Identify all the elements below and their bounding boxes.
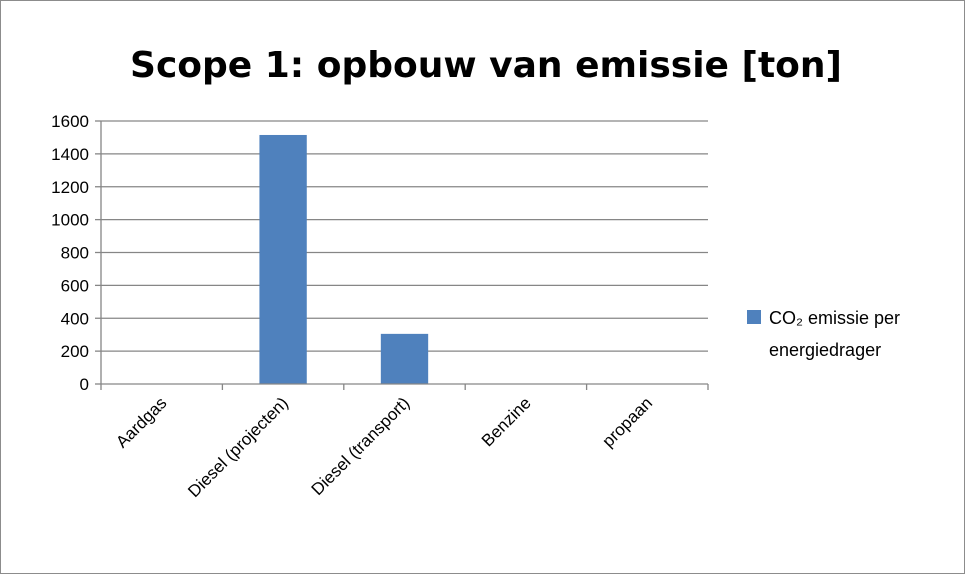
y-tick-label: 800 xyxy=(61,244,89,263)
y-tick-label: 1000 xyxy=(51,211,89,230)
legend-label-line2: energiedrager xyxy=(769,340,881,360)
y-tick-label: 0 xyxy=(80,375,89,394)
bar xyxy=(380,333,429,384)
y-tick-label: 600 xyxy=(61,276,89,295)
x-tick-label: Diesel (transport) xyxy=(308,393,414,499)
x-tick-label: propaan xyxy=(599,393,657,451)
y-tick-label: 1200 xyxy=(51,178,89,197)
legend-label-line1: CO₂ emissie per xyxy=(769,308,900,328)
y-tick-label: 1600 xyxy=(51,112,89,131)
axes xyxy=(100,121,709,390)
y-tick-label: 1400 xyxy=(51,145,89,164)
chart-title: Scope 1: opbouw van emissie [ton] xyxy=(130,45,842,86)
gridlines xyxy=(101,120,708,352)
y-axis-ticks: 0 200 400 600 800 1000 1200 1400 1600 xyxy=(51,112,101,394)
y-tick-label: 200 xyxy=(61,342,89,361)
bar xyxy=(259,134,307,384)
y-tick-label: 400 xyxy=(61,309,89,328)
x-axis-labels: Aardgas Diesel (projecten) Diesel (transpo… xyxy=(112,393,656,501)
legend: CO₂ emissie per energiedrager xyxy=(747,308,900,360)
x-tick-label: Aardgas xyxy=(112,393,170,451)
x-tick-label: Diesel (projecten) xyxy=(184,393,292,501)
legend-swatch xyxy=(747,310,761,324)
x-tick-label: Benzine xyxy=(478,393,535,450)
bars xyxy=(259,134,429,384)
